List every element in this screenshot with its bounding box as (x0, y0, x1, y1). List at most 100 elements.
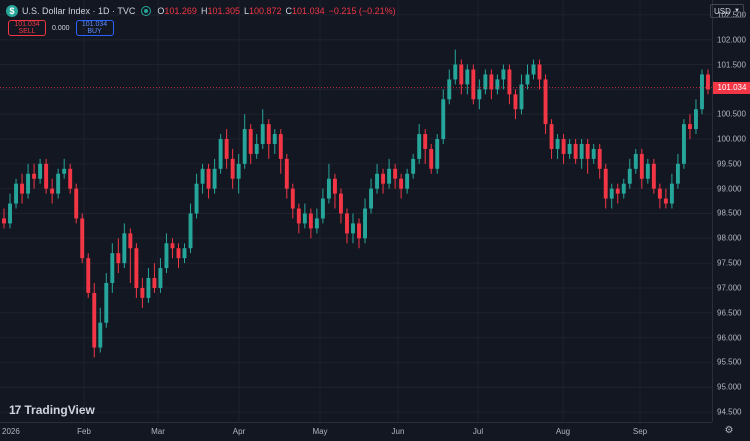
candle (296, 203, 301, 234)
candle (465, 64, 470, 95)
candle (56, 168, 61, 199)
candle-body (525, 74, 530, 85)
candle-body (657, 188, 662, 199)
time-axis[interactable]: 2026 Feb Mar Apr May Jun Jul Aug Sep (0, 422, 712, 441)
candle (236, 153, 241, 194)
candle (639, 148, 644, 189)
candle-body (477, 89, 482, 100)
price-axis[interactable]: 102.500102.000101.500101.000100.500100.0… (712, 0, 750, 422)
y-tick-label: 94.500 (717, 407, 742, 417)
candle (495, 74, 500, 95)
candle-body (248, 129, 253, 154)
candle-body (230, 158, 235, 179)
candle (38, 158, 43, 184)
candle-body (453, 64, 458, 80)
candle (128, 228, 133, 283)
candle (471, 64, 476, 105)
candle (591, 143, 596, 164)
currency-label: USD (714, 6, 731, 16)
candle (663, 188, 668, 209)
candle (405, 168, 410, 194)
candle-body (302, 213, 307, 224)
market-status-icon[interactable] (141, 6, 152, 16)
y-tick-label: 98.000 (717, 233, 742, 243)
candle-body (236, 163, 241, 179)
x-tick-label: May (312, 427, 328, 436)
candle (278, 129, 283, 174)
y-tick-label: 102.000 (717, 35, 746, 45)
candle-body (687, 124, 692, 130)
low-label: L (243, 6, 249, 16)
candle (567, 139, 572, 159)
candle (345, 208, 349, 244)
candle-body (411, 158, 416, 174)
candle-body (669, 183, 674, 204)
sell-button[interactable]: 101.034 SELL (8, 20, 46, 36)
y-tick-label: 99.500 (717, 159, 742, 169)
candle (627, 158, 632, 189)
open-label: O (157, 6, 165, 16)
candle-body (44, 163, 49, 189)
candle (351, 213, 355, 244)
candle (549, 119, 554, 159)
candle (194, 173, 199, 219)
candle (302, 203, 307, 229)
candle-body (56, 173, 61, 194)
candle (176, 243, 181, 269)
chevron-down-icon: ▼ (734, 8, 740, 14)
candle-body (549, 124, 554, 149)
dollar-icon: $ (6, 5, 18, 17)
candle (411, 153, 416, 179)
candle-body (603, 168, 608, 199)
candle-body (363, 208, 367, 239)
candle (260, 109, 265, 149)
candle-body (62, 168, 67, 174)
candle (669, 173, 674, 209)
trade-panel: 101.034 SELL 0.000 101.034 BUY (8, 20, 114, 36)
high-label: H (200, 6, 208, 16)
high-value: 101.305 (207, 6, 240, 16)
candle-body (176, 248, 181, 259)
candle-body (375, 173, 380, 189)
candle (44, 158, 49, 194)
change-value: −0.215 (−0.21%) (328, 6, 396, 16)
candle (339, 188, 343, 224)
candle (489, 69, 494, 100)
y-tick-label: 101.500 (717, 60, 746, 70)
candle (110, 243, 115, 293)
buy-button[interactable]: 101.034 BUY (75, 20, 114, 36)
candle-body (675, 163, 680, 184)
candle-body (152, 278, 157, 288)
candle-body (543, 79, 548, 125)
candle (230, 148, 235, 189)
candle (188, 203, 193, 254)
candle-body (170, 243, 175, 249)
candle (657, 183, 662, 209)
candle-body (38, 163, 43, 179)
tradingview-logo[interactable]: 17 TradingView (9, 403, 95, 417)
candle (272, 129, 277, 154)
candle (290, 183, 295, 219)
candle-body (615, 188, 620, 194)
candle-body (393, 168, 398, 179)
candle (651, 158, 656, 194)
candle (429, 143, 434, 174)
spread-value: 0.000 (52, 24, 70, 32)
candle (435, 134, 440, 174)
candle-body (501, 69, 506, 80)
candle (681, 119, 686, 169)
currency-selector[interactable]: USD ▼ (710, 4, 744, 18)
price-chart[interactable] (0, 0, 712, 422)
candle-body (645, 163, 650, 179)
gear-icon[interactable]: ⚙ (724, 424, 734, 436)
candle-body (254, 143, 259, 154)
candle (152, 263, 157, 293)
candle-body (555, 139, 560, 149)
candle (74, 183, 79, 224)
candle-body (212, 168, 217, 189)
symbol-title[interactable]: U.S. Dollar Index · 1D · TVC (22, 6, 136, 16)
candle (50, 178, 55, 204)
y-tick-label: 96.000 (717, 333, 742, 343)
candle (603, 163, 608, 209)
y-tick-label: 95.500 (717, 357, 742, 367)
